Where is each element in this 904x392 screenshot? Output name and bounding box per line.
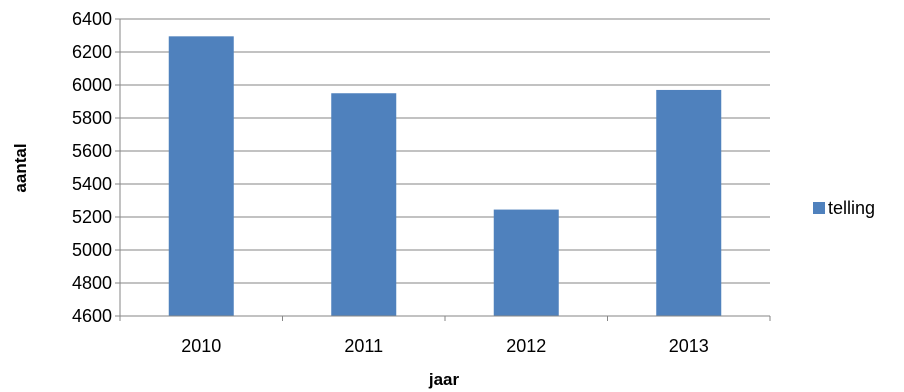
x-tick-label: 2012 — [506, 336, 546, 356]
y-tick-label: 4600 — [72, 306, 112, 326]
y-axis-title: aantal — [11, 143, 30, 192]
legend: telling — [813, 198, 875, 218]
x-tick-label: 2011 — [344, 336, 383, 356]
axes — [115, 18, 771, 321]
bar-2011 — [331, 93, 397, 316]
y-tick-labels: 4600 4800 5000 5200 5400 5600 5800 6000 6200 6400 — [72, 9, 112, 326]
y-tick-label: 5800 — [72, 108, 112, 128]
y-tick-label: 5600 — [72, 141, 112, 161]
legend-swatch — [813, 202, 825, 214]
legend-label: telling — [828, 198, 875, 218]
x-tick-label: 2010 — [181, 336, 221, 356]
y-tick-label: 6400 — [72, 9, 112, 29]
y-tick-label: 5200 — [72, 207, 112, 227]
bar-2013 — [656, 89, 722, 316]
x-tick-label: 2013 — [669, 336, 709, 356]
bar-2012 — [493, 209, 559, 316]
bars — [168, 36, 722, 316]
y-tick-label: 6000 — [72, 75, 112, 95]
x-axis-title: jaar — [428, 370, 460, 389]
x-tick-labels: 2010 2011 2012 2013 — [181, 336, 709, 356]
y-tick-label: 5000 — [72, 240, 112, 260]
y-tick-label: 6200 — [72, 42, 112, 62]
y-tick-label: 4800 — [72, 273, 112, 293]
y-tick-label: 5400 — [72, 174, 112, 194]
bar-2010 — [168, 36, 234, 316]
